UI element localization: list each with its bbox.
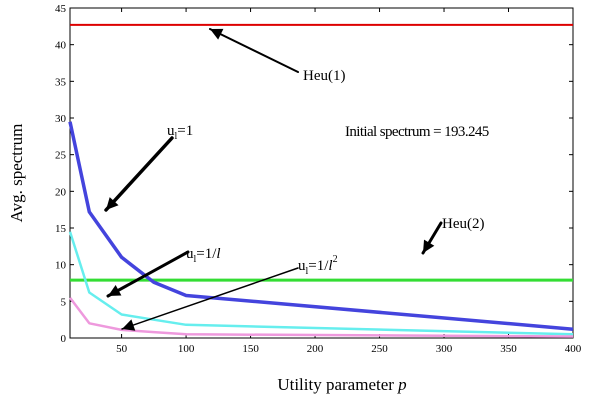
annotation-heu2: Heu(2) bbox=[442, 216, 484, 232]
arrow-heu2-head bbox=[423, 239, 435, 253]
y-axis-label: Avg. spectrum bbox=[7, 124, 26, 223]
annotation-u1: ul=1 bbox=[167, 123, 193, 142]
annotation-u2: ul=1/l bbox=[186, 246, 221, 265]
x-tick-label: 350 bbox=[500, 343, 517, 355]
y-tick-label: 5 bbox=[61, 296, 67, 308]
series-line-3 bbox=[68, 121, 574, 331]
arrow-heu1-shaft bbox=[209, 28, 299, 73]
x-tick-label: 300 bbox=[436, 343, 453, 355]
x-tick-label: 50 bbox=[116, 343, 128, 355]
arrow-u2-head bbox=[108, 284, 122, 296]
annotation-u3: ul=1/l2 bbox=[298, 254, 338, 277]
series-layer bbox=[68, 23, 574, 338]
annotation-heu1: Heu(1) bbox=[303, 68, 345, 84]
x-tick-label: 250 bbox=[371, 343, 388, 355]
x-tick-label: 100 bbox=[178, 343, 195, 355]
y-tick-label: 0 bbox=[61, 333, 67, 345]
x-tick-label: 150 bbox=[242, 343, 259, 355]
annotation-initial-spectrum: Initial spectrum = 193.245 bbox=[345, 124, 489, 140]
y-tick-label: 15 bbox=[55, 223, 67, 235]
arrow-u3-head bbox=[122, 319, 136, 331]
series-line-5 bbox=[69, 296, 574, 338]
y-tick-label: 10 bbox=[55, 260, 67, 272]
series-line-4 bbox=[68, 231, 574, 336]
y-tick-label: 45 bbox=[55, 3, 67, 15]
y-tick-label: 20 bbox=[55, 186, 67, 198]
arrow-u1-shaft bbox=[104, 136, 174, 212]
arrow-heu1-head bbox=[210, 28, 224, 40]
x-tick-label: 200 bbox=[307, 343, 324, 355]
arrow-u2-shaft bbox=[106, 250, 190, 298]
annotation-arrows bbox=[104, 28, 443, 331]
plot-frame bbox=[69, 7, 574, 339]
y-tick-label: 25 bbox=[55, 150, 67, 162]
x-axis-label: Utility parameter p bbox=[277, 375, 406, 394]
arrow-u1-head bbox=[106, 197, 119, 210]
arrow-u3-shaft bbox=[121, 267, 299, 330]
x-tick-label: 400 bbox=[565, 343, 582, 355]
y-tick-label: 40 bbox=[55, 40, 67, 52]
y-tick-label: 35 bbox=[55, 76, 67, 88]
y-tick-label: 30 bbox=[55, 113, 67, 125]
axis-ticks: 0 5 10 15 20 25 30 35 40 45 50 100 150 200 250 300 350 40… bbox=[55, 3, 582, 355]
